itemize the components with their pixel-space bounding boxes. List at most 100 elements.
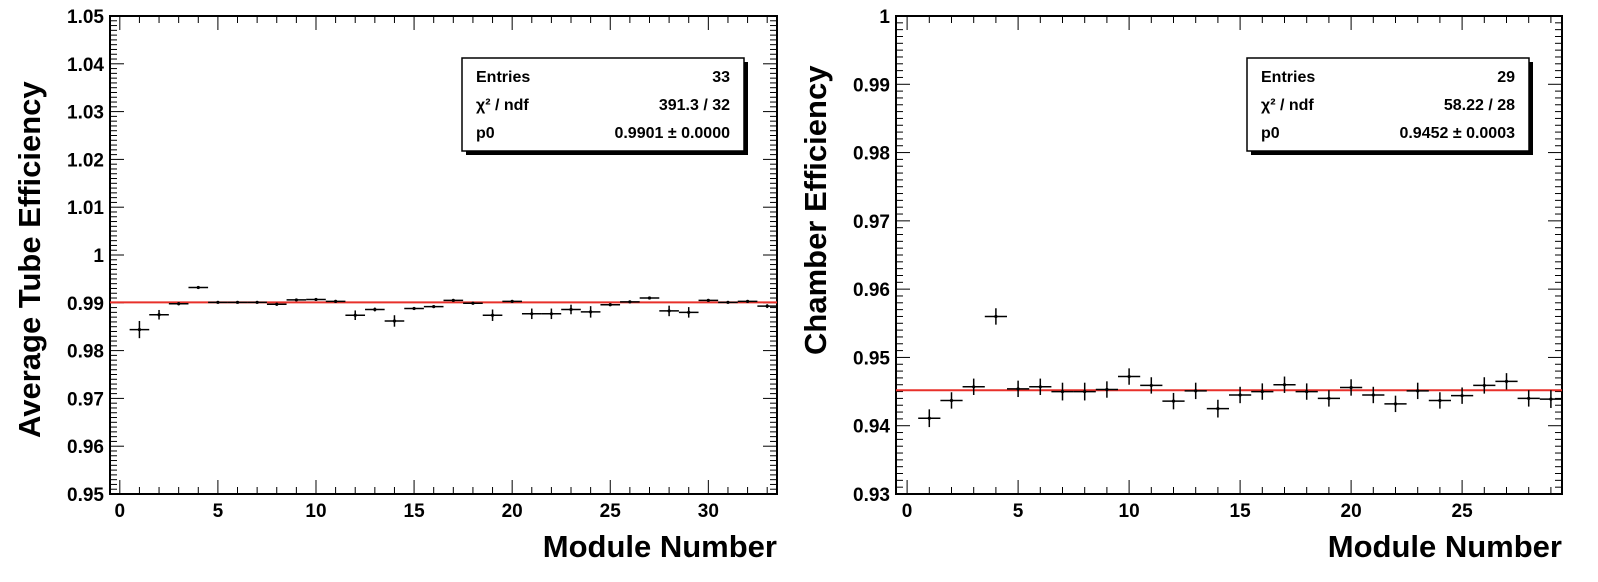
point-marker <box>1260 389 1264 394</box>
point-marker <box>314 297 318 302</box>
x-tick-label: 10 <box>1119 501 1140 522</box>
point-marker <box>255 300 259 304</box>
data-point <box>521 308 542 320</box>
data-point <box>1340 379 1363 396</box>
point-marker <box>687 310 691 314</box>
point-marker <box>569 307 573 312</box>
data-point <box>129 320 150 339</box>
point-marker <box>1349 385 1353 390</box>
x-tick-label: 20 <box>1341 501 1362 522</box>
stats-box: Entries 33 χ² / ndf 391.3 / 32 p0 0.9901… <box>461 57 748 155</box>
y-tick-label: 0.97 <box>67 389 104 410</box>
point-marker <box>1194 389 1198 393</box>
data-point <box>940 392 963 409</box>
y-tick-label: 0.98 <box>67 342 104 363</box>
data-point <box>266 302 287 306</box>
data-point <box>384 315 405 327</box>
data-point <box>737 299 758 303</box>
data-point <box>1051 382 1074 401</box>
point-marker <box>1327 396 1331 400</box>
data-point <box>227 300 248 304</box>
stats-entries-value: 29 <box>1497 69 1515 86</box>
x-tick-label: 15 <box>1230 501 1252 522</box>
stats-chi2-label: χ² / ndf <box>476 97 529 114</box>
data-point <box>443 298 464 303</box>
x-tick-label: 15 <box>404 501 426 522</box>
data-point <box>580 306 601 318</box>
point-marker <box>334 299 338 303</box>
stats-box-frame <box>1246 57 1530 152</box>
point-marker <box>1105 387 1109 392</box>
data-point <box>1406 382 1429 400</box>
point-marker <box>1527 396 1531 400</box>
point-marker <box>275 302 279 306</box>
data-point <box>1473 377 1496 394</box>
y-tick-label: 1.01 <box>67 198 104 219</box>
data-point <box>1029 378 1052 395</box>
data-point <box>325 299 346 303</box>
point-marker <box>235 300 240 304</box>
data-point <box>757 304 777 309</box>
y-tick-label: 1 <box>879 7 890 28</box>
data-point <box>482 309 503 321</box>
point-marker <box>628 300 632 304</box>
y-tick-label: 1.03 <box>67 103 104 124</box>
data-point <box>718 300 738 304</box>
point-marker <box>1083 389 1087 394</box>
point-marker <box>294 298 298 302</box>
data-points <box>129 285 777 339</box>
x-tick-label: 25 <box>600 501 622 522</box>
y-tick-label: 1 <box>93 246 104 267</box>
data-point <box>1251 383 1274 400</box>
x-tick-label: 0 <box>902 501 913 522</box>
data-point <box>659 305 679 317</box>
stats-box: Entries 29 χ² / ndf 58.22 / 28 p0 0.9452… <box>1246 57 1533 155</box>
stats-entries-value: 33 <box>712 69 730 86</box>
data-point <box>188 285 209 290</box>
point-marker <box>196 285 200 290</box>
point-marker <box>1127 374 1131 379</box>
point-marker <box>1460 394 1464 398</box>
data-point <box>698 298 719 303</box>
point-marker <box>510 299 514 303</box>
y-tick-label: 1.04 <box>67 55 104 76</box>
x-tick-label: 5 <box>1013 501 1024 522</box>
x-tick-label: 20 <box>502 501 523 522</box>
point-marker <box>1504 379 1509 383</box>
point-marker <box>392 319 397 323</box>
point-marker <box>745 299 750 303</box>
point-marker <box>1060 389 1065 394</box>
point-marker <box>490 313 495 317</box>
point-marker <box>706 298 710 303</box>
y-tick-label: 0.96 <box>67 437 104 458</box>
y-tick-label: 0.93 <box>853 485 890 506</box>
data-point <box>1539 390 1562 408</box>
data-point <box>247 300 267 304</box>
point-marker <box>726 300 730 304</box>
y-tick-label: 0.95 <box>853 348 890 369</box>
data-point <box>1273 376 1296 393</box>
data-point <box>502 299 522 303</box>
point-marker <box>1038 385 1042 389</box>
data-point <box>1384 395 1407 413</box>
data-point <box>1229 386 1252 404</box>
data-point <box>1073 382 1096 401</box>
data-point <box>541 308 562 320</box>
data-point <box>365 307 385 312</box>
data-point <box>345 310 366 321</box>
y-tick-label: 1.02 <box>67 150 104 171</box>
point-marker <box>589 310 593 314</box>
ticks <box>896 15 1562 495</box>
point-marker <box>177 302 181 306</box>
point-marker <box>432 305 436 309</box>
point-marker <box>1305 389 1309 394</box>
x-tick-label: 30 <box>698 501 719 522</box>
data-point <box>1095 381 1118 398</box>
data-point <box>561 304 581 315</box>
x-tick-label: 10 <box>305 501 326 522</box>
y-tick-label: 1.05 <box>67 7 104 28</box>
y-axis-title: Chamber Efficiency <box>798 65 833 355</box>
point-marker <box>1482 383 1486 388</box>
data-point <box>463 301 483 305</box>
